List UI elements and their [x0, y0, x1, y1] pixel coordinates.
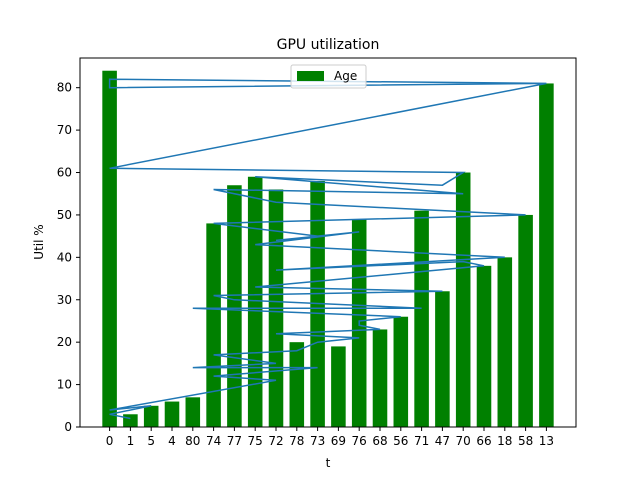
y-tick-label: 40 [57, 250, 72, 264]
legend-swatch-age [297, 71, 324, 81]
x-tick-label: 1 [127, 434, 135, 448]
x-tick-label: 5 [147, 434, 155, 448]
y-tick-label: 30 [57, 293, 72, 307]
x-tick-label: 4 [168, 434, 176, 448]
legend: Age [290, 64, 367, 89]
bar [143, 405, 159, 427]
bar [123, 414, 138, 427]
bar [227, 185, 242, 427]
bar [497, 257, 513, 427]
x-tick-label: 70 [456, 434, 471, 448]
x-tick-label: 66 [476, 434, 491, 448]
y-tick-label: 20 [57, 335, 72, 349]
x-axis: 0 1 5 4 80 74 77 75 72 78 73 69 76 68 56 71 47 70 66 18 58 13 [106, 427, 554, 448]
x-tick-label: 56 [393, 434, 408, 448]
line-series [108, 78, 547, 420]
x-tick-label: 78 [289, 434, 304, 448]
y-axis: 0 10 20 30 40 50 60 70 80 [57, 81, 80, 434]
x-tick-label: 75 [248, 434, 263, 448]
bar [164, 401, 180, 427]
bar [414, 210, 429, 427]
y-tick-label: 70 [57, 123, 72, 137]
plot-frame [79, 57, 577, 428]
x-tick-label: 73 [310, 434, 325, 448]
x-tick-label: 18 [497, 434, 512, 448]
bar [393, 316, 409, 427]
bar [206, 223, 221, 427]
x-tick-label: 68 [372, 434, 387, 448]
x-tick-label: 69 [331, 434, 346, 448]
y-tick-label: 80 [57, 81, 72, 95]
bar [435, 291, 450, 427]
bar [455, 172, 471, 427]
x-tick-label: 71 [414, 434, 429, 448]
y-tick-label: 50 [57, 208, 72, 222]
y-tick-label: 60 [57, 166, 72, 180]
x-axis-label: t [326, 456, 331, 470]
x-tick-label: 80 [185, 434, 200, 448]
bar [539, 83, 554, 427]
y-tick-label: 0 [64, 420, 72, 434]
y-axis-label: Util % [32, 224, 46, 259]
chart-title: GPU utilization [277, 37, 380, 53]
x-tick-label: 77 [227, 434, 242, 448]
bar [331, 346, 346, 427]
x-tick-label: 0 [106, 434, 114, 448]
x-tick-label: 47 [435, 434, 450, 448]
y-tick-label: 10 [57, 378, 72, 392]
legend-box [290, 64, 367, 89]
x-tick-label: 76 [352, 434, 367, 448]
bar [185, 397, 201, 427]
bar [372, 329, 388, 427]
bar [518, 214, 533, 427]
bar [102, 70, 117, 428]
plot-area [80, 58, 576, 427]
x-tick-label: 72 [268, 434, 283, 448]
bar [289, 342, 305, 427]
bar [476, 265, 492, 427]
x-tick-label: 74 [206, 434, 221, 448]
x-tick-label: 13 [539, 434, 554, 448]
x-tick-label: 58 [518, 434, 533, 448]
legend-label-age: Age [334, 69, 357, 83]
bar [247, 176, 263, 427]
